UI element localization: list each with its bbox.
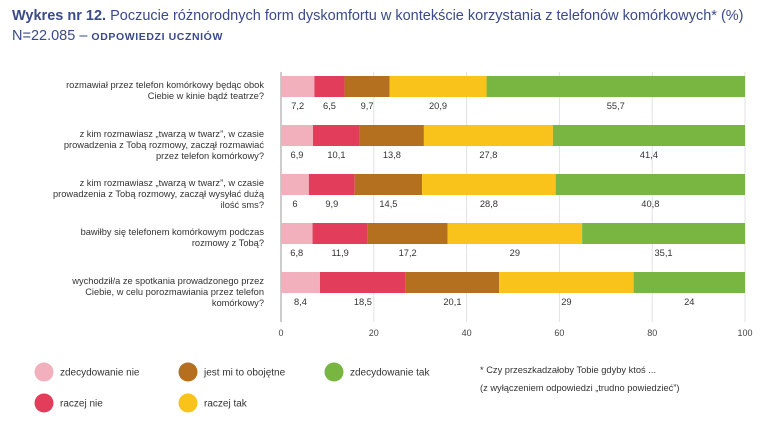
bar-segment [281,76,315,97]
bar-segment [422,174,556,195]
value-label: 10,1 [327,150,345,160]
bar-segment [389,76,487,97]
footnote-line: * Czy przeszkadzałoby Tobie gdyby ktoś .… [480,365,656,375]
bar-segment [633,272,745,293]
bar-segment [314,76,345,97]
chart-bars [281,76,745,293]
bar-segment [423,125,553,146]
bar-segment [582,223,745,244]
bar-segment [405,272,500,293]
value-label: 6 [292,199,297,209]
value-label: 6,9 [291,150,304,160]
category-label: z kim rozmawiasz „twarzą w twarz”, w cza… [64,129,264,161]
category-label: z kim rozmawiasz „twarzą w twarz”, w cza… [53,178,265,210]
x-tick-label: 0 [278,328,283,338]
value-label: 7,2 [291,101,304,111]
bar-segment [447,223,583,244]
x-tick-label: 80 [647,328,657,338]
chart-title-tag: ODPOWIEDZI UCZNIÓW [91,31,223,43]
value-label: 24 [684,297,694,307]
value-label: 29 [510,248,520,258]
value-label: 35,1 [655,248,673,258]
legend-label: raczej tak [204,399,248,410]
bar-segment [312,223,368,244]
category-label: bawiłby się telefonem komórkowym podczas… [81,227,265,248]
bar-segment [281,125,314,146]
bar-segment [281,223,313,244]
bar-segment [552,125,745,146]
value-label: 41,4 [640,150,658,160]
category-label: wychodził/a ze spotkania prowadzonego pr… [71,276,264,308]
value-labels: 7,2 6,5 9,7 20,9 55,7 6,9 10,1 13,8 27,8 41,4 6 9,9… [290,101,694,307]
bar-segment [367,223,448,244]
value-label: 28,8 [480,199,498,209]
bar-segment [344,76,390,97]
legend-label: raczej nie [60,399,103,410]
value-label: 8,4 [294,297,307,307]
category-labels: rozmawiał przez telefon komórkowy będąc … [53,80,265,308]
legend-swatch [34,362,54,382]
value-label: 9,9 [325,199,338,209]
x-tick-label: 60 [554,328,564,338]
category-label: rozmawiał przez telefon komórkowy będąc … [66,80,264,101]
x-tick-label: 20 [369,328,379,338]
bar-segment [555,174,745,195]
value-label: 29 [561,297,571,307]
x-tick-label: 40 [462,328,472,338]
value-label: 17,2 [399,248,417,258]
x-tick-label: 100 [737,328,752,338]
chart-title-text: Poczucie różnorodnych form dyskomfortu w… [12,8,744,44]
x-axis: 0 20 40 60 80 100 [278,328,752,338]
bar-segment [486,76,745,97]
bar-segment [281,272,320,293]
value-label: 6,5 [323,101,336,111]
chart-title: Wykres nr 12. Poczucie różnorodnych form… [12,6,752,47]
legend-label: zdecydowanie nie [60,368,140,379]
chart-title-lead: Wykres nr 12. [12,8,107,24]
bar-segment [319,272,406,293]
legend-swatch [34,393,54,413]
value-label: 20,1 [443,297,461,307]
bar-segment [499,272,634,293]
legend-swatch [178,393,198,413]
legend-swatch [178,362,198,382]
legend-label: jest mi to obojętne [203,368,286,379]
value-label: 11,9 [331,248,348,258]
value-label: 55,7 [607,101,625,111]
footnote-line: (z wyłączeniem odpowiedzi „trudno powied… [480,383,679,393]
value-label: 6,8 [290,248,303,258]
value-label: 9,7 [361,101,374,111]
bar-segment [313,125,360,146]
footnote: * Czy przeszkadzałoby Tobie gdyby ktoś .… [480,365,679,393]
bar-segment [281,174,309,195]
value-label: 40,8 [641,199,659,209]
value-label: 13,8 [383,150,401,160]
bar-segment [308,174,355,195]
value-label: 20,9 [429,101,447,111]
bar-segment [359,125,424,146]
value-label: 18,5 [354,297,372,307]
value-label: 14,5 [379,199,397,209]
bar-segment [354,174,423,195]
legend-swatch [324,362,344,382]
legend-label: zdecydowanie tak [350,368,430,379]
chart-legend: zdecydowanie nie jest mi to obojętne zdecy… [34,362,430,413]
value-label: 27,8 [479,150,497,160]
